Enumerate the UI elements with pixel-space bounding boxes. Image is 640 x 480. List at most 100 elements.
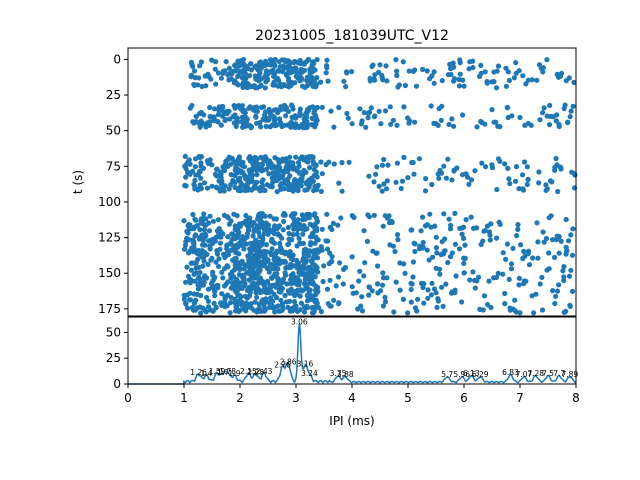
bottom-x-tick-label: 2: [236, 391, 244, 405]
scatter-point: [320, 278, 326, 285]
scatter-point: [315, 289, 321, 295]
scatter-point: [443, 175, 449, 181]
scatter-point: [462, 242, 468, 248]
scatter-point: [399, 178, 406, 184]
scatter-point: [503, 256, 509, 262]
scatter-point: [211, 300, 217, 306]
scatter-point: [234, 276, 240, 282]
scatter-point: [195, 82, 201, 88]
top-y-tick-label: 50: [106, 124, 121, 138]
scatter-point: [522, 122, 528, 128]
peak-label: 1.9: [228, 369, 240, 378]
scatter-point: [362, 260, 368, 266]
scatter-point: [241, 277, 247, 283]
scatter-point: [228, 76, 234, 82]
scatter-point: [218, 185, 224, 191]
scatter-point: [338, 215, 344, 221]
scatter-point: [235, 232, 241, 238]
scatter-point: [465, 174, 471, 180]
scatter-point: [278, 297, 284, 303]
scatter-point: [339, 160, 345, 166]
scatter-point: [215, 282, 221, 288]
scatter-point: [560, 268, 566, 274]
scatter-point: [359, 294, 365, 300]
scatter-point: [539, 274, 545, 280]
bottom-x-tick-label: 7: [516, 391, 524, 405]
scatter-point: [447, 254, 454, 260]
scatter-point: [197, 154, 203, 161]
scatter-point: [305, 286, 311, 292]
scatter-point: [233, 247, 239, 253]
scatter-point: [414, 308, 420, 314]
scatter-point: [254, 262, 260, 268]
scatter-point: [420, 239, 426, 246]
scatter-point: [449, 177, 455, 183]
scatter-point: [467, 277, 473, 283]
scatter-point: [502, 290, 508, 297]
scatter-point: [547, 102, 553, 108]
scatter-point: [505, 105, 511, 111]
scatter-point: [197, 111, 203, 117]
scatter-point: [201, 258, 207, 264]
scatter-point: [307, 221, 313, 227]
scatter-point: [286, 59, 292, 65]
scatter-point: [243, 176, 249, 182]
scatter-point: [214, 185, 220, 191]
scatter-point: [299, 121, 305, 128]
scatter-point: [529, 77, 535, 83]
scatter-point: [278, 186, 284, 192]
scatter-point: [204, 120, 211, 126]
scatter-point: [358, 303, 364, 309]
scatter-point: [381, 156, 387, 163]
scatter-point: [239, 242, 245, 248]
scatter-point: [253, 114, 259, 120]
scatter-point: [540, 65, 547, 71]
scatter-point: [238, 180, 244, 186]
peak-label: 2.28: [247, 368, 264, 377]
scatter-point: [327, 303, 333, 309]
scatter-point: [314, 225, 320, 231]
scatter-point: [530, 255, 536, 261]
scatter-point: [366, 284, 372, 290]
scatter-point: [412, 241, 418, 247]
scatter-point: [515, 226, 521, 232]
scatter-point: [251, 228, 257, 235]
scatter-point: [505, 165, 511, 171]
scatter-point: [249, 305, 255, 311]
scatter-point: [433, 245, 439, 251]
scatter-point: [325, 78, 331, 84]
scatter-point: [222, 183, 228, 189]
scatter-point: [267, 124, 273, 130]
scatter-point: [525, 176, 531, 183]
peak-label: 1.26: [190, 368, 207, 377]
scatter-point: [261, 283, 267, 289]
scatter-point: [523, 81, 529, 87]
scatter-point: [188, 74, 194, 80]
scatter-point: [359, 308, 366, 314]
scatter-point: [207, 213, 213, 219]
scatter-point: [435, 296, 441, 302]
scatter-point: [214, 166, 220, 172]
scatter-point: [476, 274, 482, 280]
scatter-point: [241, 107, 247, 113]
scatter-point: [359, 118, 365, 124]
scatter-point: [228, 182, 234, 188]
scatter-point: [298, 76, 305, 82]
scatter-point: [401, 104, 407, 110]
scatter-point: [191, 224, 197, 230]
scatter-point: [226, 186, 232, 192]
scatter-point: [424, 68, 430, 74]
scatter-point: [394, 72, 400, 79]
scatter-point: [181, 218, 187, 224]
scatter-point: [368, 105, 374, 111]
scatter-point: [546, 250, 552, 256]
scatter-point: [563, 251, 569, 257]
scatter-point: [272, 282, 278, 288]
peak-label: 2.86: [280, 357, 297, 366]
scatter-point: [197, 168, 203, 174]
scatter-point: [204, 185, 211, 191]
scatter-point: [446, 216, 452, 222]
scatter-point: [193, 260, 199, 266]
scatter-point: [303, 169, 309, 175]
scatter-point: [300, 231, 306, 237]
